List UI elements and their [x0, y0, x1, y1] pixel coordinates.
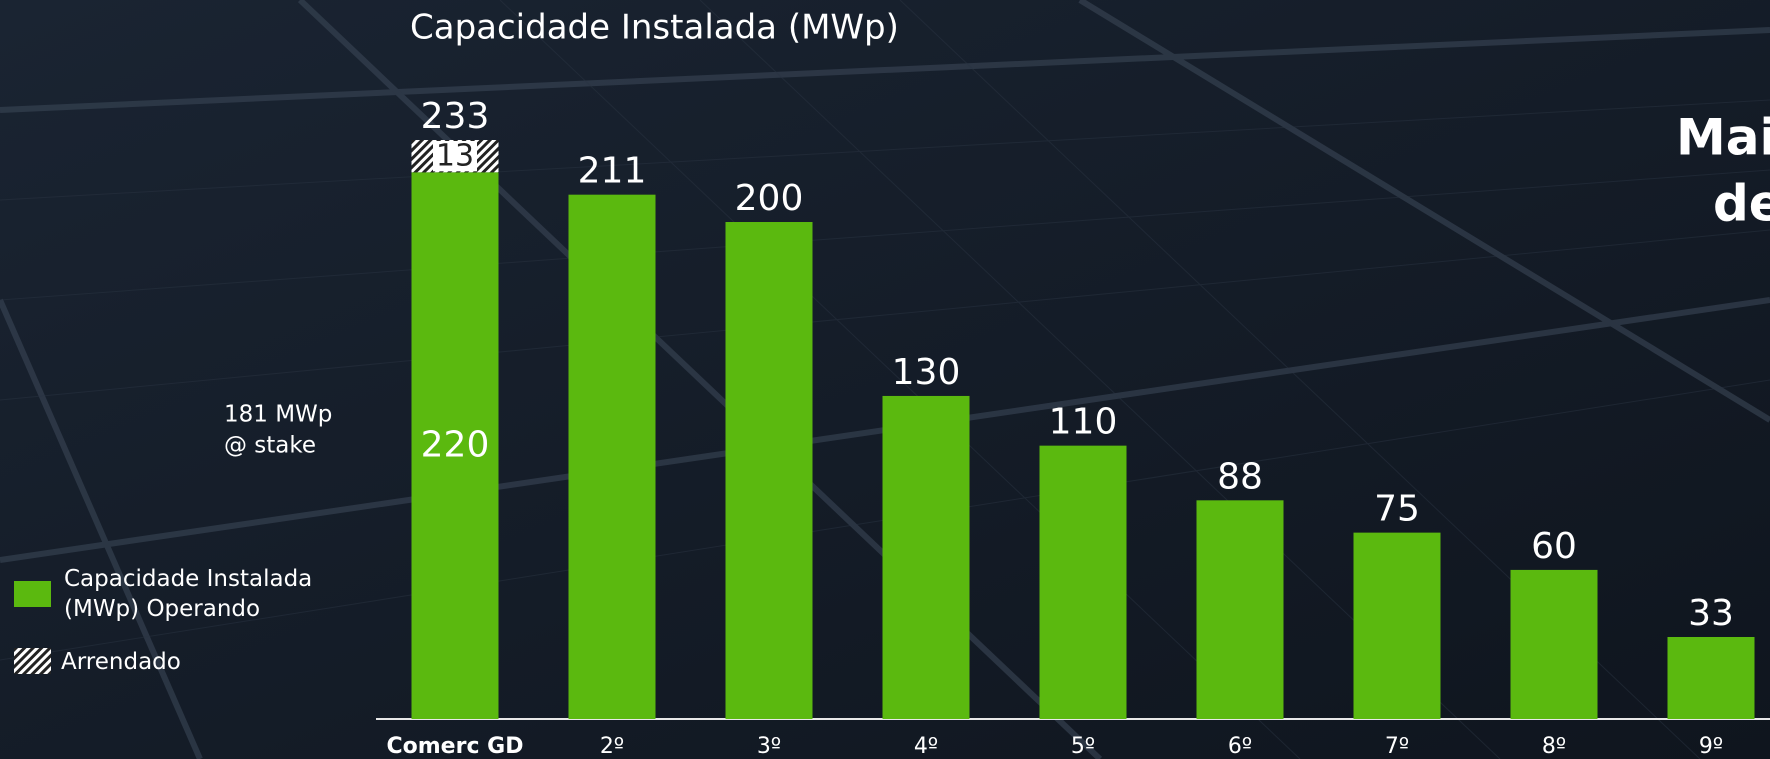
- bar: [725, 222, 813, 720]
- annotation: @ stake: [224, 433, 316, 459]
- x-tick-label: 7º: [1385, 734, 1409, 759]
- bar: [1667, 636, 1755, 719]
- x-tick-label: 3º: [757, 734, 781, 759]
- value-label: 130: [892, 352, 961, 393]
- bar: [1196, 500, 1284, 719]
- x-tick-label: 9º: [1699, 734, 1723, 759]
- bar: [1039, 445, 1127, 719]
- value-label: 60: [1531, 526, 1577, 567]
- value-label: 220: [421, 425, 490, 466]
- value-label: 211: [578, 151, 647, 192]
- label-box: [433, 141, 477, 172]
- x-tick-label: Comerc GD: [387, 734, 524, 759]
- x-tick-label: 8º: [1542, 734, 1566, 759]
- x-tick-label: 6º: [1228, 734, 1252, 759]
- value-label: 88: [1217, 456, 1263, 497]
- side-heading: de: [1713, 175, 1770, 233]
- x-tick-label: 4º: [914, 734, 938, 759]
- x-tick-label: 5º: [1071, 734, 1095, 759]
- value-label: 75: [1374, 489, 1420, 530]
- bar: [411, 172, 499, 720]
- bar: [568, 194, 656, 719]
- bar: [1510, 569, 1598, 719]
- bar: [1353, 532, 1441, 719]
- side-heading: Mai: [1676, 109, 1770, 167]
- bar: [882, 395, 970, 719]
- total-label: 233: [421, 96, 490, 137]
- legend-label: Arrendado: [61, 649, 181, 675]
- value-label: 110: [1049, 402, 1118, 443]
- legend-swatch: [14, 648, 51, 674]
- legend-label: Capacidade Instalada (MWp) Operando: [64, 566, 313, 622]
- legend-swatch: [14, 581, 51, 607]
- value-label: 13: [436, 139, 474, 174]
- chart-title: Capacidade Instalada (MWp): [410, 8, 899, 48]
- value-label: 33: [1688, 593, 1734, 634]
- annotation: 181 MWp: [224, 402, 332, 428]
- x-tick-label: 2º: [600, 734, 624, 759]
- value-label: 200: [735, 178, 804, 219]
